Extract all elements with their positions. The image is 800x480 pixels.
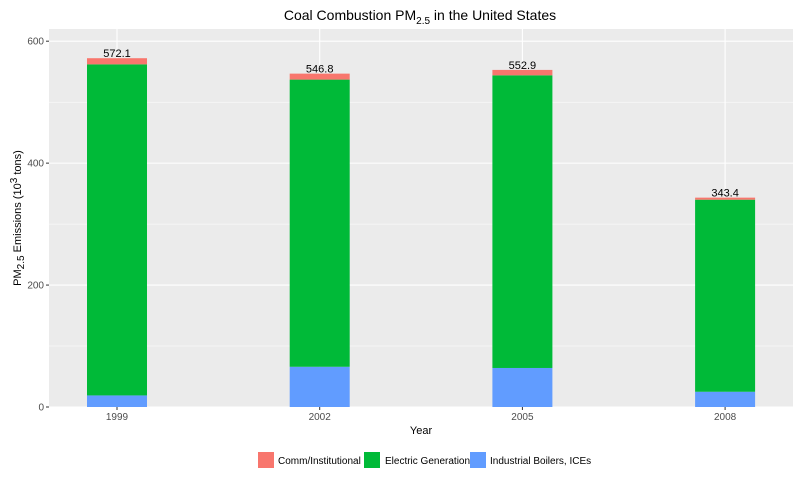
total-label-2005: 552.9 — [509, 60, 537, 72]
bar-2005-comm-institutional — [492, 69, 553, 76]
total-label-2002: 546.8 — [306, 64, 334, 76]
bar-1999-comm-institutional — [87, 58, 147, 65]
plot-panel — [49, 29, 793, 407]
bars — [87, 58, 756, 407]
x-tick-label: 2008 — [714, 412, 737, 423]
x-tick-label: 2002 — [309, 412, 332, 423]
x-tick-label: 2005 — [511, 412, 534, 423]
chart-title: Coal Combustion PM2.5 in the United Stat… — [284, 7, 556, 27]
bar-2008-electric-generation — [695, 199, 756, 392]
legend-label: Industrial Boilers, ICEs — [490, 456, 591, 467]
y-tick-label: 600 — [27, 37, 44, 48]
legend-key-comm-institutional — [258, 452, 274, 468]
bar-1999-electric-generation — [87, 64, 147, 396]
x-axis-title: Year — [410, 425, 433, 437]
y-axis: 0 200 400 600 — [27, 37, 49, 414]
legend-key-electric-generation — [364, 452, 380, 468]
y-tick-label: 0 — [38, 403, 44, 414]
y-axis-title: PM2.5 Emissions (103 tons) — [9, 150, 27, 286]
total-labels: 572.1 546.8 552.9 343.4 — [103, 48, 739, 199]
bar-2002-industrial-boilers-ices — [289, 366, 350, 407]
y-tick-label: 400 — [27, 159, 44, 170]
total-label-2008: 343.4 — [711, 188, 739, 200]
total-label-1999: 572.1 — [103, 48, 131, 60]
y-tick-label: 200 — [27, 281, 44, 292]
bar-2008-comm-institutional — [695, 197, 756, 200]
bar-2002-electric-generation — [289, 79, 350, 367]
x-axis: 1999 2002 2005 2008 — [106, 407, 737, 423]
bar-2005-electric-generation — [492, 75, 553, 368]
legend-label: Comm/Institutional — [278, 456, 361, 467]
bar-2008-industrial-boilers-ices — [695, 391, 756, 407]
legend-label: Electric Generation — [385, 456, 470, 467]
bar-1999-industrial-boilers-ices — [87, 395, 147, 407]
bar-2005-industrial-boilers-ices — [492, 367, 553, 407]
legend: Comm/Institutional Electric Generation Ind… — [258, 452, 591, 468]
bar-2002-comm-institutional — [289, 73, 350, 80]
legend-key-industrial-boilers-ices — [470, 452, 486, 468]
x-tick-label: 1999 — [106, 412, 129, 423]
